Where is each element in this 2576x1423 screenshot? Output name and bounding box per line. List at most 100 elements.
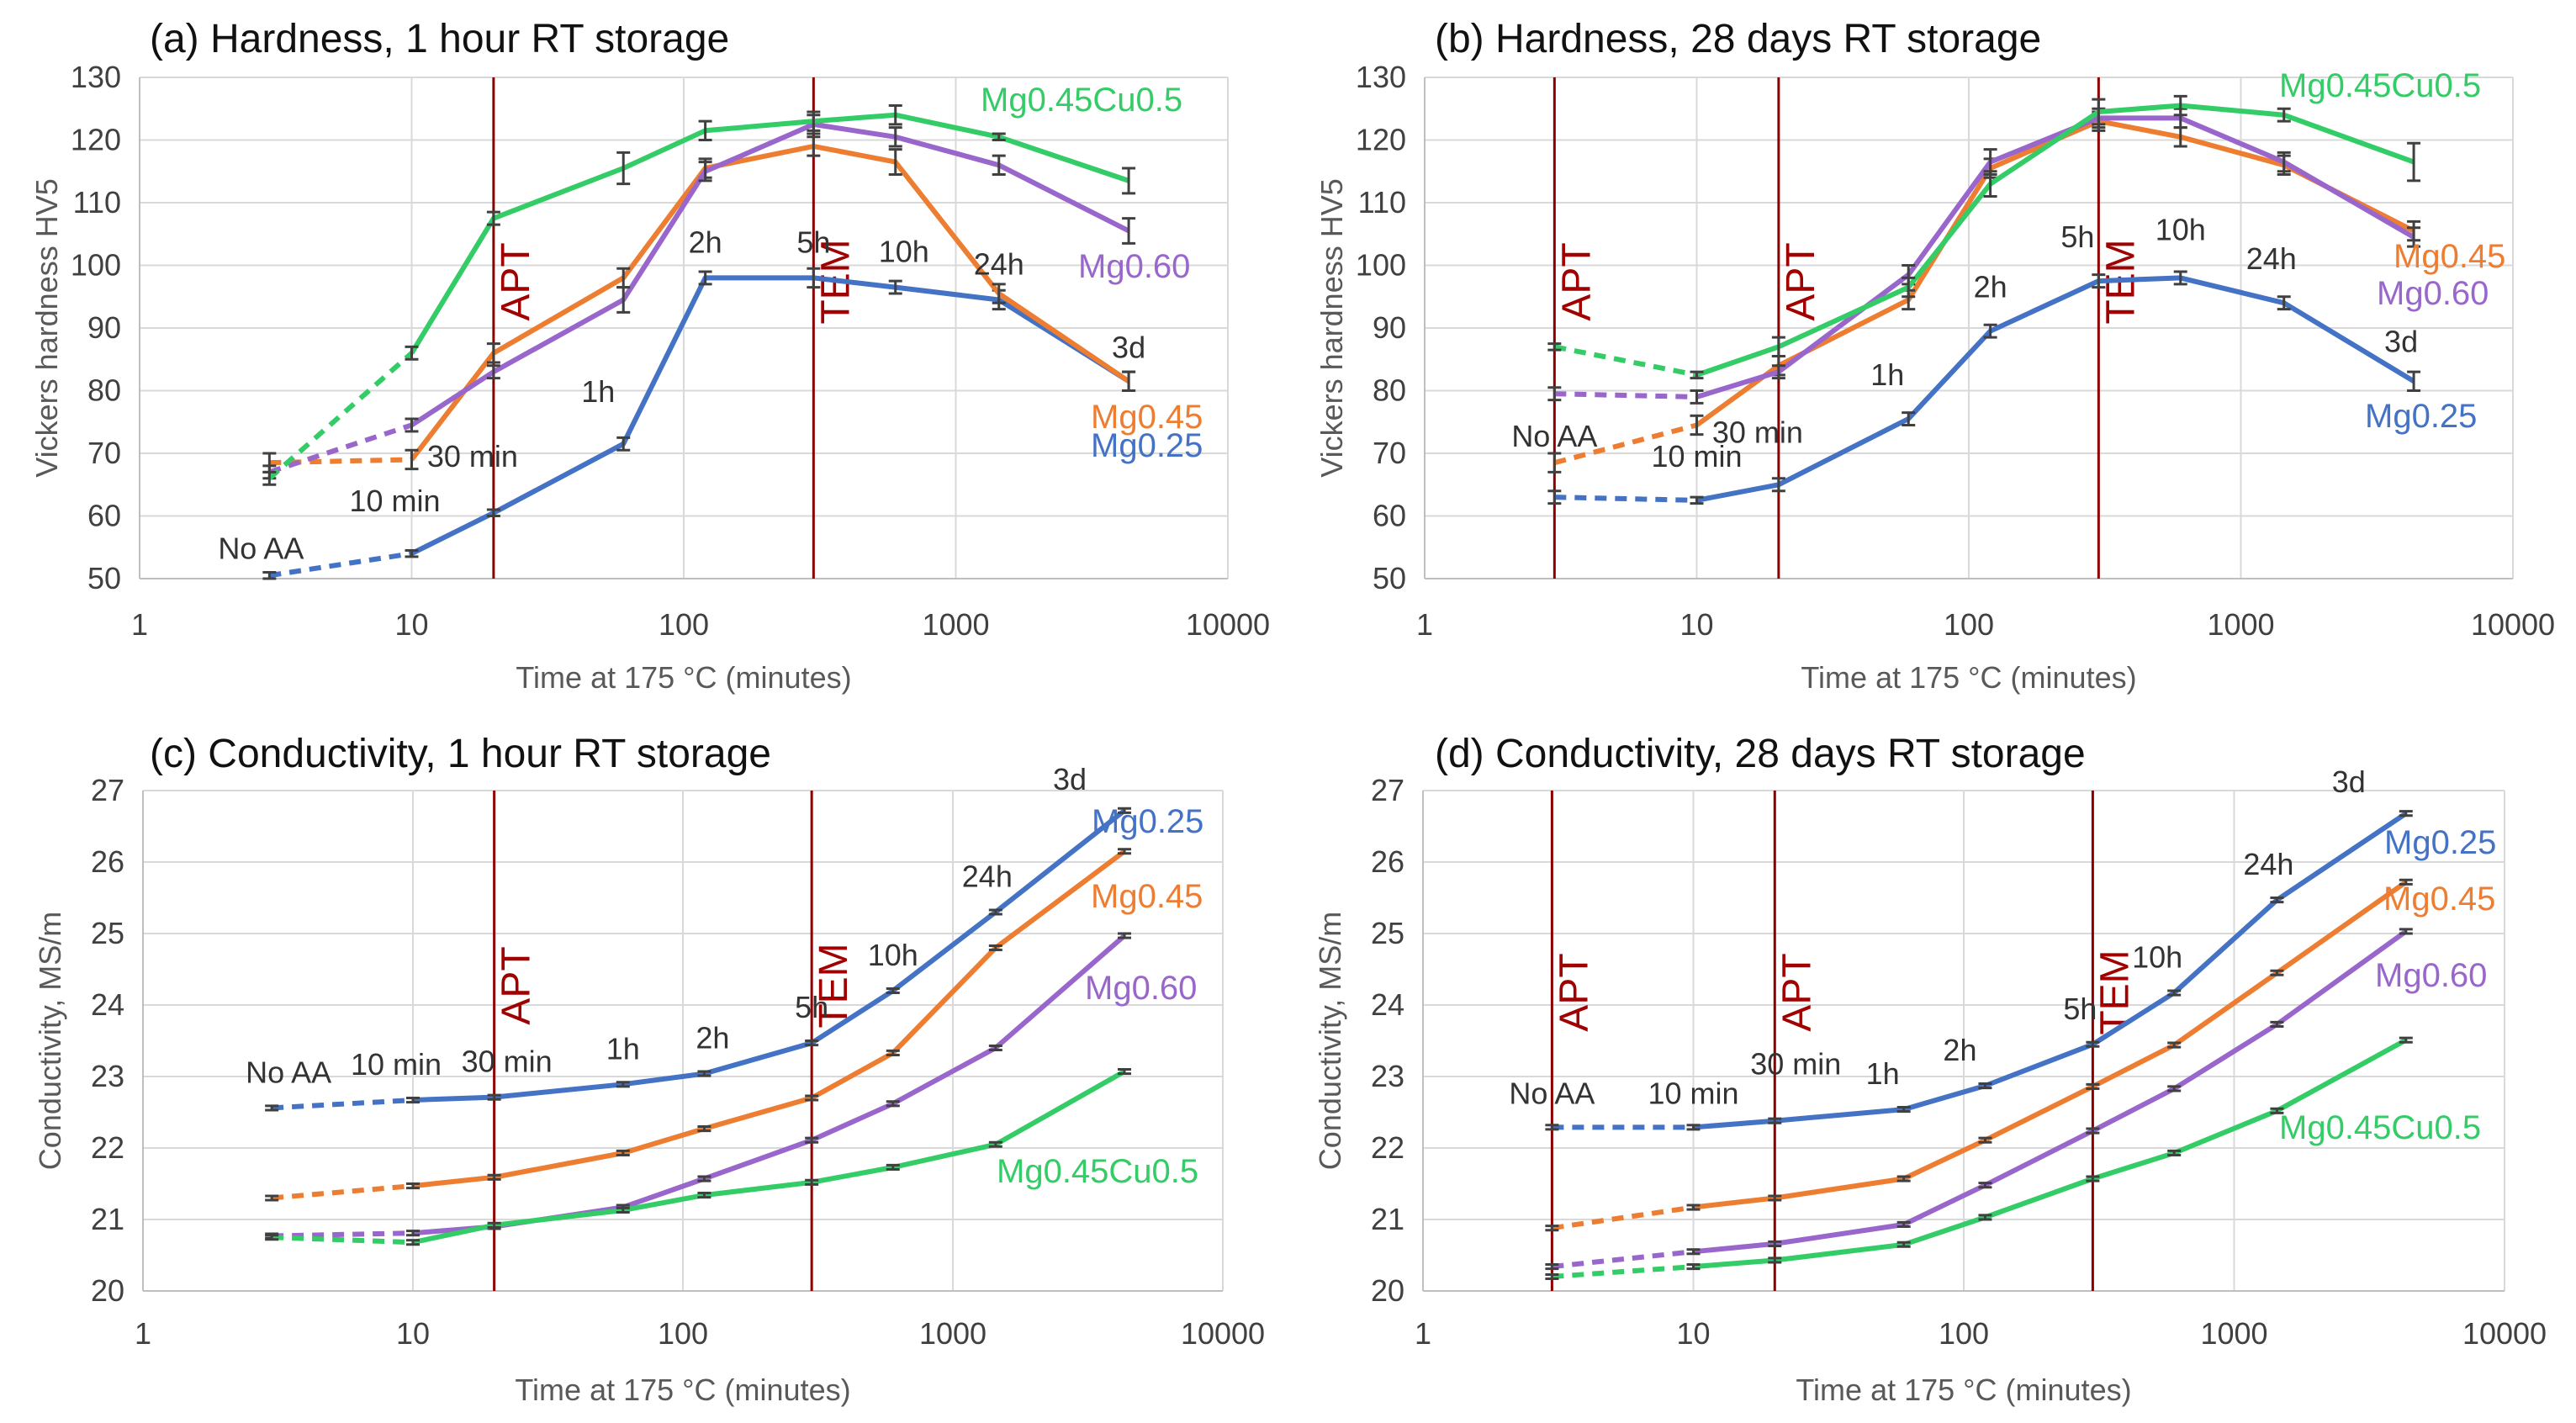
series-label: Mg0.45 xyxy=(2383,881,2495,918)
data-point xyxy=(1545,1225,1559,1232)
data-point xyxy=(807,267,821,289)
data-point xyxy=(2407,141,2421,183)
x-tick-label: 10000 xyxy=(1186,607,1270,642)
data-point xyxy=(1978,1136,1992,1144)
series-line-Mg0.45 xyxy=(410,143,1130,462)
y-tick-label: 100 xyxy=(1356,248,1406,283)
y-tick-label: 20 xyxy=(91,1273,124,1308)
data-point xyxy=(1896,1220,1911,1228)
series-label: Mg0.45Cu0.5 xyxy=(997,1153,1198,1190)
data-point xyxy=(2173,270,2187,286)
data-point xyxy=(1122,370,1136,392)
series-label: Mg0.45Cu0.5 xyxy=(2279,67,2481,104)
series-line-dashed xyxy=(1552,1249,1694,1270)
x-tick-label: 10000 xyxy=(2471,607,2555,642)
panel-b: (b) Hardness, 28 days RT storage 50 60 70 80… xyxy=(1314,17,2555,695)
data-point xyxy=(405,345,419,361)
series-line-Mg0.25 xyxy=(412,808,1126,1103)
data-point xyxy=(886,1049,900,1056)
data-point xyxy=(2086,1040,2100,1048)
series-line-dashed xyxy=(267,351,414,481)
series-line-Mg0.45Cu0.5 xyxy=(1693,1037,2408,1270)
time-point-label: 30 min xyxy=(1712,415,1803,449)
data-point xyxy=(886,1100,900,1108)
y-tick-label: 50 xyxy=(87,561,121,595)
y-tick-label: 26 xyxy=(91,844,124,879)
time-point-label: No AA xyxy=(1511,419,1597,453)
series-line-dashed xyxy=(1554,495,1697,503)
data-point xyxy=(2092,273,2106,289)
time-point-label: 10 min xyxy=(1648,1076,1738,1110)
series-label: Mg0.45Cu0.5 xyxy=(2279,1109,2481,1146)
data-point xyxy=(888,126,902,148)
y-axis-label: Conductivity, MS/m xyxy=(1313,912,1347,1170)
data-point xyxy=(486,342,500,364)
data-point xyxy=(1117,807,1131,814)
y-tick-label: 90 xyxy=(87,310,121,345)
y-tick-label: 22 xyxy=(1371,1130,1404,1165)
data-point xyxy=(406,1182,420,1190)
data-point xyxy=(2277,295,2291,311)
time-point-label: 10h xyxy=(2155,212,2206,246)
time-point-label: 2h xyxy=(1974,270,2007,304)
time-point-label: 10h xyxy=(868,938,918,972)
time-point-label: 3d xyxy=(2332,764,2366,799)
data-point xyxy=(1686,1263,1701,1271)
data-point xyxy=(486,210,500,226)
time-point-label: 1h xyxy=(581,374,615,409)
x-tick-label: 10 xyxy=(396,1316,430,1351)
series-line-dashed xyxy=(272,1230,414,1239)
x-tick-label: 1 xyxy=(1415,1316,1431,1351)
data-point xyxy=(1122,217,1136,245)
data-point xyxy=(992,132,1006,141)
marker-label-apt: APT xyxy=(495,946,539,1024)
series-line-Mg0.25 xyxy=(1693,811,2408,1130)
data-point xyxy=(1690,414,1704,436)
data-point xyxy=(2167,1149,2182,1156)
data-point xyxy=(616,1149,630,1156)
y-tick-label: 27 xyxy=(91,773,124,807)
data-point xyxy=(1547,489,1562,505)
data-point xyxy=(888,148,902,176)
series-line-Mg0.25 xyxy=(410,275,1130,556)
series-line-dashed xyxy=(271,1183,414,1201)
marker-label-tem: TEM xyxy=(812,943,856,1028)
y-axis-label: Conductivity, MS/m xyxy=(33,912,67,1170)
y-tick-label: 23 xyxy=(1371,1059,1404,1093)
data-point xyxy=(2167,989,2182,997)
data-point xyxy=(1771,477,1785,493)
time-point-label: 5h xyxy=(2063,992,2097,1026)
y-tick-label: 22 xyxy=(91,1130,124,1165)
series-line-Mg0.45Cu0.5 xyxy=(1695,103,2415,378)
data-point xyxy=(886,987,900,995)
x-tick-label: 10 xyxy=(1676,1316,1710,1351)
series-line-dashed xyxy=(1552,1264,1694,1279)
x-tick-label: 100 xyxy=(1939,1316,1989,1351)
panel-d: (d) Conductivity, 28 days RT storage 20 21… xyxy=(1313,732,2547,1407)
data-point xyxy=(406,1239,420,1246)
series-label: Mg0.60 xyxy=(2377,275,2489,312)
data-point xyxy=(1686,1124,1701,1131)
data-point xyxy=(1690,370,1704,380)
data-point xyxy=(698,161,712,183)
series-line-dashed xyxy=(1553,422,1698,466)
data-point xyxy=(988,1140,1002,1148)
series-label: Mg0.45Cu0.5 xyxy=(981,82,1182,119)
time-point-label: 5h xyxy=(2060,220,2094,254)
data-point xyxy=(1545,1263,1559,1271)
x-tick-label: 10 xyxy=(1679,607,1713,642)
time-point-label: 30 min xyxy=(427,439,518,473)
series-line-Mg0.45 xyxy=(412,849,1126,1189)
data-point xyxy=(988,1044,1002,1052)
series-label: Mg0.60 xyxy=(1085,970,1197,1007)
series-label: Mg0.45 xyxy=(2394,238,2505,275)
series-line-Mg0.60 xyxy=(410,121,1130,428)
y-tick-label: 110 xyxy=(73,185,121,220)
data-point xyxy=(2277,151,2291,173)
data-point xyxy=(1902,276,1916,299)
marker-label-apt: APT xyxy=(1775,953,1819,1031)
data-point xyxy=(616,286,631,314)
data-point xyxy=(262,470,277,486)
x-tick-label: 1 xyxy=(1416,607,1433,642)
